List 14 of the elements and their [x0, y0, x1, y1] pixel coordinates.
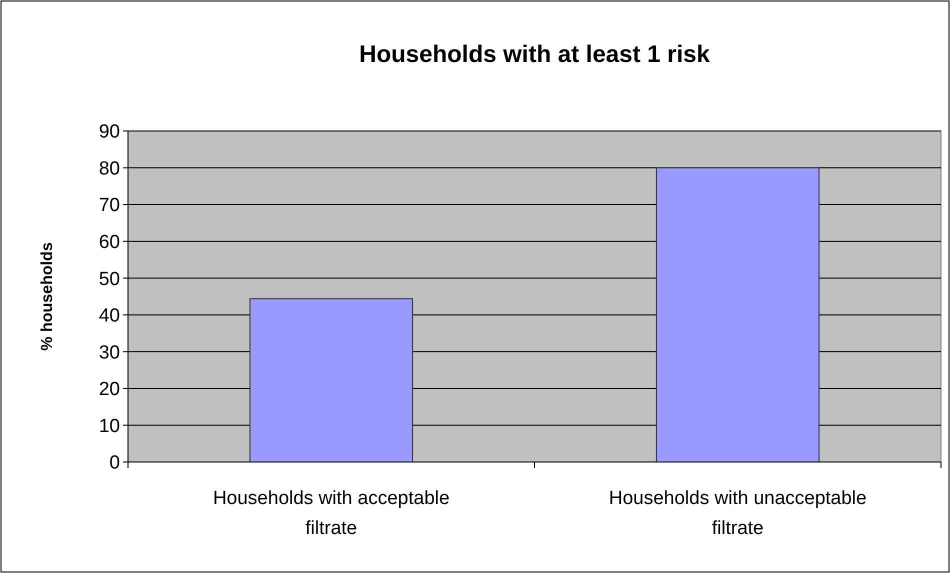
- y-tick-label: 30: [98, 342, 120, 364]
- y-tick-label: 70: [98, 195, 120, 216]
- y-axis-title: % households: [39, 242, 56, 351]
- y-tick-label: 40: [98, 306, 120, 327]
- y-tick-label: 10: [98, 416, 120, 437]
- x-tick-label: Households with unacceptable filtrate: [608, 488, 867, 539]
- y-tick-label: 80: [98, 158, 120, 180]
- y-tick-label: 90: [98, 122, 120, 143]
- y-tick-label: 60: [98, 232, 120, 253]
- y-tick-label: 0: [109, 452, 120, 474]
- y-tick-label: 20: [98, 379, 120, 400]
- y-tick-label: 50: [98, 268, 120, 290]
- chart-title: Households with at least 1 risk: [359, 41, 711, 68]
- x-tick-label: Households with acceptable filtrate: [212, 488, 450, 539]
